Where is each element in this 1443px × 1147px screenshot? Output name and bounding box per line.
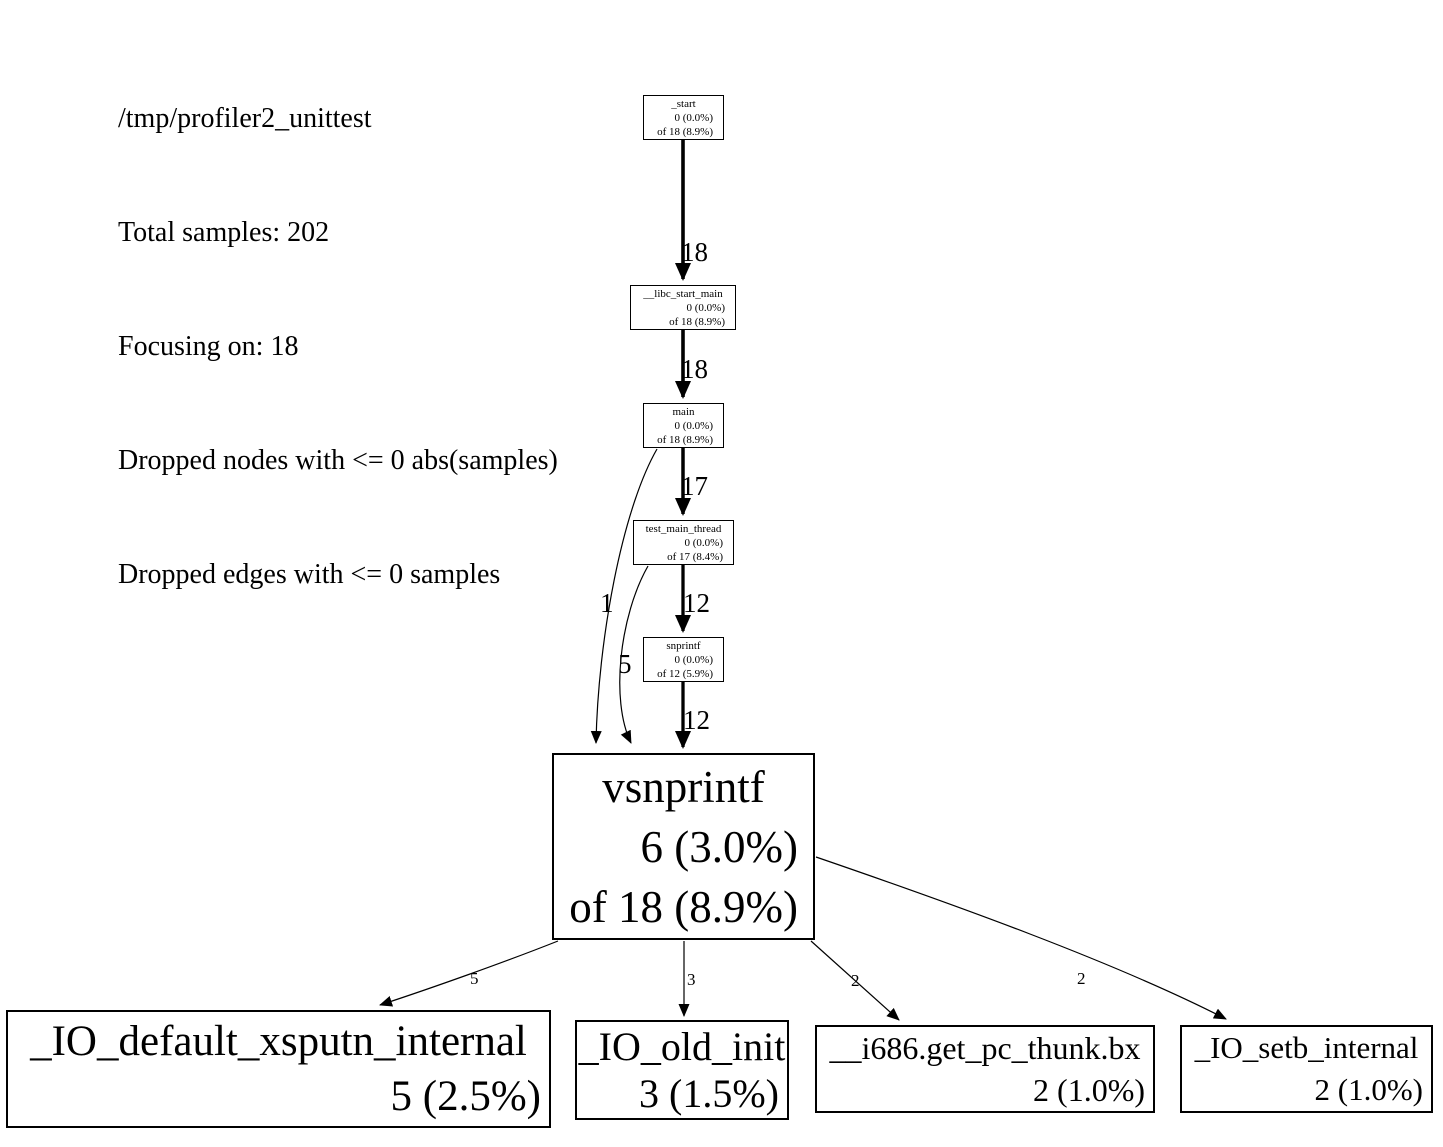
- node-io-setb-internal: _IO_setb_internal 2 (1.0%): [1180, 1025, 1433, 1113]
- node-i686-get-pc-thunk: __i686.get_pc_thunk.bx 2 (1.0%): [815, 1025, 1155, 1113]
- header-dropped-nodes: Dropped nodes with <= 0 abs(samples): [118, 445, 558, 476]
- node-self-samples: 3 (1.5%): [639, 1071, 779, 1116]
- edge-main-to-vsnprintf: [590, 448, 658, 744]
- node-self-samples: 0 (0.0%): [674, 653, 714, 666]
- node-function-name: _start: [671, 97, 696, 110]
- node-total-samples: of 18 (8.9%): [569, 881, 798, 932]
- node-self-samples: 6 (3.0%): [640, 821, 798, 872]
- node-total-samples: of 18 (8.9%): [657, 433, 713, 446]
- edge-label-libc-main: 18: [681, 354, 708, 384]
- node-function-name: vsnprintf: [602, 761, 765, 812]
- edge-label-test-vsnprintf: 5: [618, 649, 632, 679]
- node-start: _start 0 (0.0%) of 18 (8.9%): [643, 95, 724, 140]
- node-libc-start-main: __libc_start_main 0 (0.0%) of 18 (8.9%): [630, 285, 736, 330]
- node-function-name: __libc_start_main: [643, 287, 723, 300]
- node-total-samples: of 12 (5.9%): [657, 667, 713, 680]
- edge-vsnprintf-to-thunk: [810, 940, 900, 1021]
- node-total-samples: of 18 (8.9%): [657, 125, 713, 138]
- node-io-default-xsputn-internal: _IO_default_xsputn_internal 5 (2.5%): [6, 1010, 551, 1128]
- edge-label-vsnprintf-xsputn: 5: [470, 969, 479, 988]
- node-function-name: _IO_old_init: [578, 1024, 786, 1069]
- edge-label-snprintf-vsnprintf: 12: [683, 705, 710, 735]
- node-function-name: _IO_setb_internal: [1194, 1030, 1419, 1065]
- node-self-samples: 2 (1.0%): [1033, 1072, 1145, 1108]
- node-self-samples: 0 (0.0%): [686, 301, 726, 314]
- edge-vsnprintf-to-setb: [815, 856, 1227, 1020]
- edge-label-vsnprintf-setb: 2: [1077, 969, 1086, 988]
- edge-label-main-test: 17: [681, 471, 708, 501]
- node-total-samples: of 18 (8.9%): [669, 315, 725, 328]
- edge-vsnprintf-to-xsputn: [379, 940, 559, 1007]
- node-self-samples: 0 (0.0%): [684, 536, 724, 549]
- node-function-name: main: [672, 405, 695, 418]
- edge-label-main-vsnprintf: 1: [600, 588, 614, 618]
- node-self-samples: 0 (0.0%): [674, 419, 714, 432]
- header-total-samples: Total samples: 202: [118, 217, 330, 248]
- edge-label-vsnprintf-old-init: 3: [687, 970, 696, 989]
- node-self-samples: 2 (1.0%): [1314, 1072, 1423, 1107]
- header-binary-path: /tmp/profiler2_unittest: [118, 103, 372, 134]
- edge-test-to-vsnprintf: [619, 565, 649, 744]
- node-self-samples: 0 (0.0%): [674, 111, 714, 124]
- edge-label-start-libc: 18: [681, 237, 708, 267]
- node-snprintf: snprintf 0 (0.0%) of 12 (5.9%): [643, 637, 724, 682]
- node-total-samples: of 17 (8.4%): [667, 550, 723, 563]
- node-test-main-thread: test_main_thread 0 (0.0%) of 17 (8.4%): [633, 520, 734, 565]
- node-function-name: snprintf: [666, 639, 701, 652]
- node-self-samples: 5 (2.5%): [390, 1073, 541, 1120]
- node-function-name: __i686.get_pc_thunk.bx: [829, 1030, 1141, 1066]
- node-function-name: _IO_default_xsputn_internal: [30, 1018, 527, 1065]
- node-io-old-init: _IO_old_init 3 (1.5%): [575, 1020, 789, 1120]
- edge-label-vsnprintf-thunk: 2: [851, 971, 860, 990]
- node-main: main 0 (0.0%) of 18 (8.9%): [643, 403, 724, 448]
- profile-header: /tmp/profiler2_unittest Total samples: 2…: [118, 24, 558, 670]
- node-function-name: test_main_thread: [645, 522, 722, 535]
- header-dropped-edges: Dropped edges with <= 0 samples: [118, 559, 501, 590]
- header-focusing: Focusing on: 18: [118, 331, 299, 362]
- edge-label-test-snprintf: 12: [683, 588, 710, 618]
- node-vsnprintf: vsnprintf 6 (3.0%) of 18 (8.9%): [552, 753, 815, 940]
